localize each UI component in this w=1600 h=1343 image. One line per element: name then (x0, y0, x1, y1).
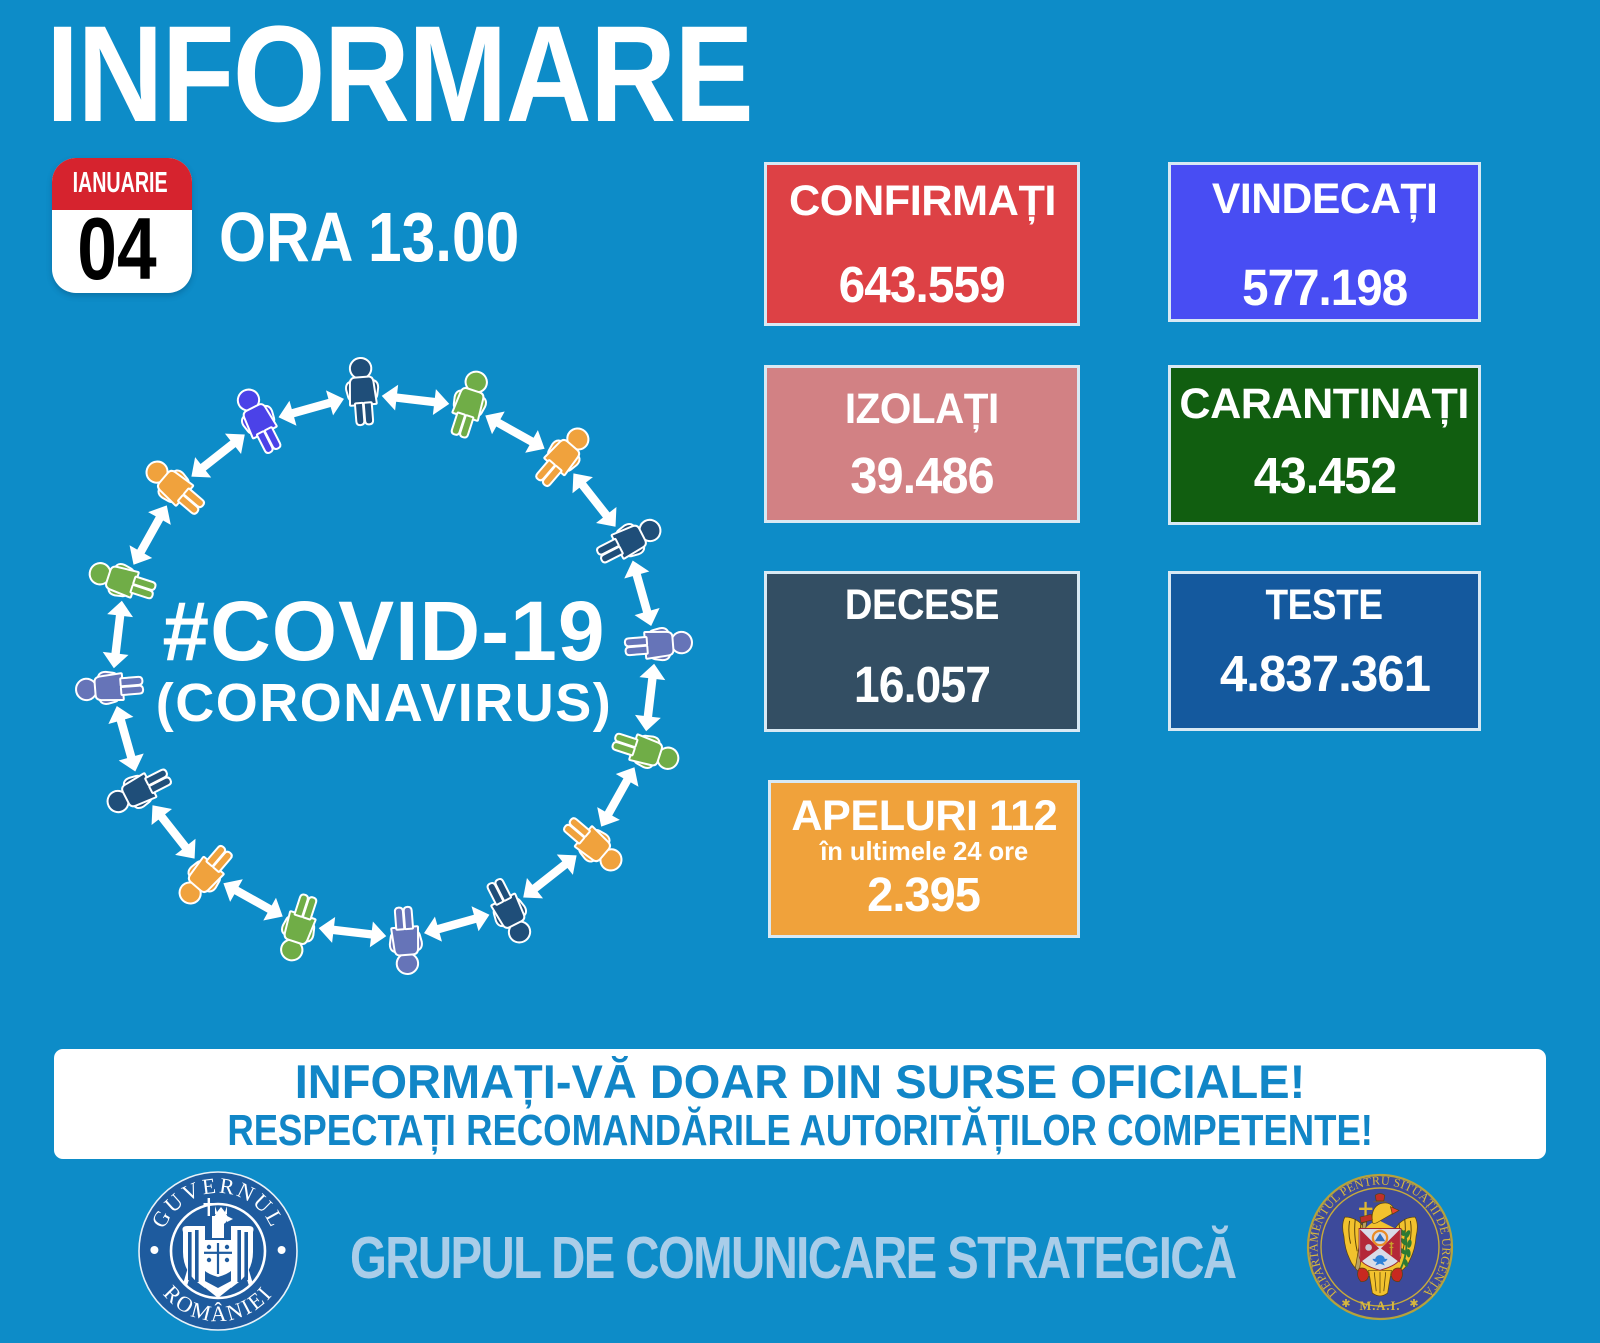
svg-text:M.A.I.: M.A.I. (1359, 1299, 1400, 1313)
svg-text:✱: ✱ (1341, 1298, 1350, 1310)
svg-text:✱: ✱ (1409, 1298, 1418, 1310)
